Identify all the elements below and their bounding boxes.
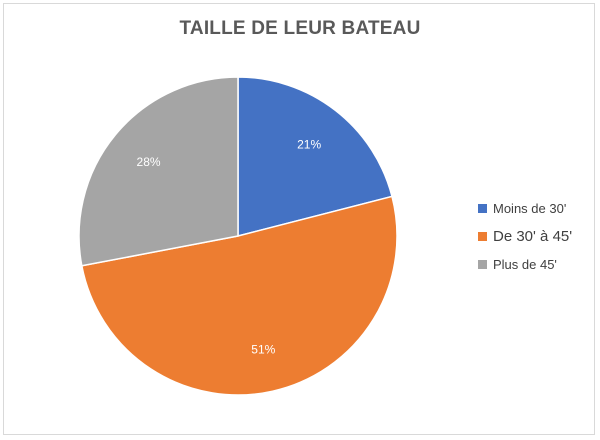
legend-swatch (478, 259, 487, 269)
legend-label: Plus de 45' (493, 256, 557, 272)
legend-swatch (478, 203, 487, 213)
data-label: 21% (297, 137, 321, 151)
legend-label: Moins de 30' (493, 200, 567, 216)
pie-slice (78, 76, 239, 267)
data-label: 28% (137, 155, 161, 169)
legend-item: Plus de 45' (478, 253, 572, 275)
data-label: 51% (251, 342, 275, 356)
legend-swatch (478, 231, 487, 241)
legend-item: De 30' à 45' (478, 225, 572, 247)
legend-item: Moins de 30' (478, 197, 572, 219)
pie-slice (237, 76, 393, 237)
chart-legend: Moins de 30' De 30' à 45' Plus de 45' (478, 197, 572, 281)
pie-slice (80, 195, 398, 396)
legend-label: De 30' à 45' (493, 227, 573, 245)
chart-title: TAILLE DE LEUR BATEAU (179, 18, 421, 39)
